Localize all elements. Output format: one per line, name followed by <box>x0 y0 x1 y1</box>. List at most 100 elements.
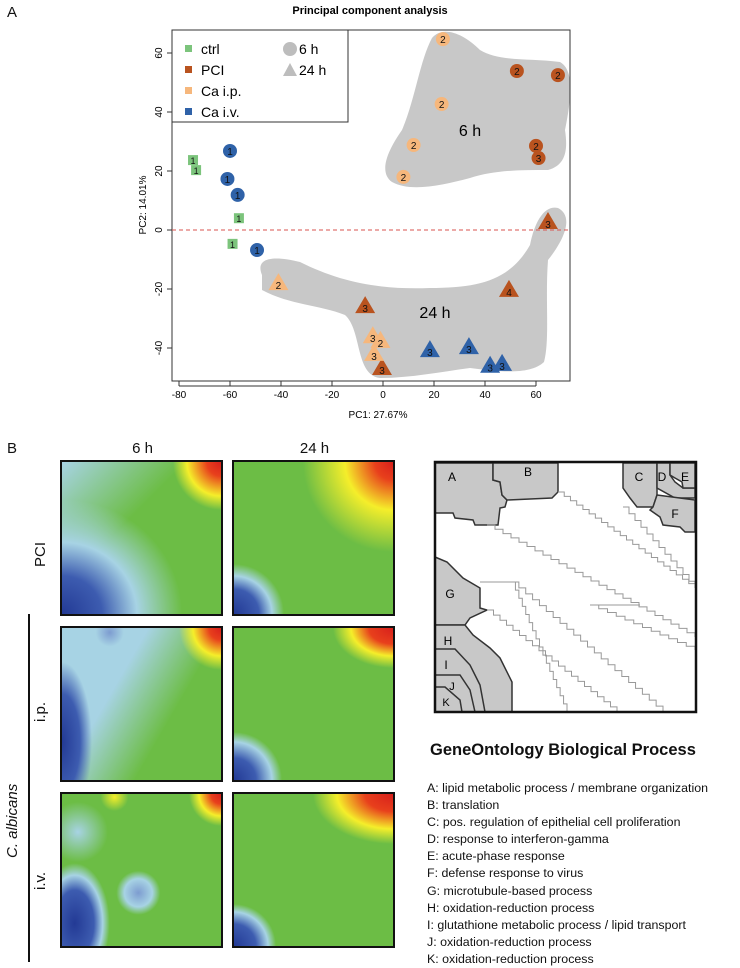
point-label: 3 <box>370 334 376 345</box>
go-region-label: A <box>448 470 456 484</box>
point-marker <box>355 296 376 314</box>
point-marker <box>396 169 411 184</box>
go-region-label: D <box>658 470 667 484</box>
data-point: 1 <box>191 165 202 176</box>
point-label: 1 <box>254 246 260 257</box>
point-label: 2 <box>440 35 446 46</box>
data-point: 3 <box>371 358 392 377</box>
x-tick-label: -80 <box>172 390 187 401</box>
data-point: 1 <box>223 143 237 158</box>
x-tick-label: 60 <box>530 390 542 401</box>
legend-swatch <box>185 45 192 52</box>
point-label: 2 <box>439 100 445 111</box>
legend-entry: ctrl <box>201 41 220 57</box>
point-marker <box>220 171 235 186</box>
go-legend-item: B: translation <box>427 798 500 813</box>
y-tick-label: 0 <box>154 227 165 233</box>
x-tick-label: 20 <box>428 390 440 401</box>
data-point: 2 <box>529 138 543 153</box>
point-label: 1 <box>230 240 235 250</box>
go-region-i <box>435 648 486 713</box>
point-marker <box>364 343 385 361</box>
data-point: 3 <box>537 212 558 231</box>
go-legend-item: H: oxidation-reduction process <box>427 900 595 915</box>
point-marker <box>419 340 440 358</box>
go-legend-item: K: oxidation-reduction process <box>427 951 594 966</box>
point-label: 1 <box>227 147 233 158</box>
y-tick-label: 60 <box>154 47 165 59</box>
legend-shape-24h: 24 h <box>299 62 326 78</box>
y-tick-label: 40 <box>154 106 165 118</box>
column-label-24h: 24 h <box>299 440 330 457</box>
point-marker <box>434 97 449 112</box>
point-label: 1 <box>225 175 231 186</box>
point-marker <box>406 138 421 153</box>
legend-entry: Ca i.v. <box>201 104 240 120</box>
go-region-label: G <box>445 587 454 601</box>
point-marker <box>529 138 543 153</box>
data-point: 2 <box>406 138 421 153</box>
point-marker <box>435 32 450 47</box>
x-axis-label: PC1: 27.67% <box>349 410 408 421</box>
data-point: 2 <box>509 63 524 78</box>
data-point: 2 <box>434 97 449 112</box>
go-region-j <box>435 674 476 713</box>
cluster-6h-hull <box>385 31 571 188</box>
go-legend-item: D: response to interferon-gamma <box>427 832 609 847</box>
point-marker <box>188 155 199 166</box>
y-tick-label: -40 <box>154 340 165 355</box>
heatmap-iv-24h <box>232 792 395 948</box>
legend: ctrl PCI Ca i.p. Ca i.v. 6 h 24 h <box>171 29 349 123</box>
point-label: 3 <box>466 345 472 356</box>
plot-frame <box>171 29 571 382</box>
data-point: 1 <box>250 243 265 258</box>
legend-triangle-icon <box>283 63 297 76</box>
point-marker <box>233 213 244 224</box>
legend-swatch <box>185 87 192 94</box>
go-region-label: K <box>442 697 450 709</box>
cluster-24h-hull <box>260 207 567 378</box>
point-marker <box>458 337 479 355</box>
y-tick-label: -20 <box>154 281 165 296</box>
legend-circle-icon <box>283 42 297 56</box>
go-region-label: J <box>449 681 455 693</box>
point-label: 3 <box>371 352 377 363</box>
data-point: 1 <box>233 213 244 224</box>
x-tick-label: -60 <box>223 390 238 401</box>
point-marker <box>223 143 237 158</box>
point-label: 3 <box>379 366 385 377</box>
point-label: 1 <box>194 166 199 176</box>
go-region-g <box>434 555 490 626</box>
cluster-24h-label: 24 h <box>419 305 450 322</box>
go-region-label: F <box>671 507 678 521</box>
x-tick-label: 0 <box>380 390 386 401</box>
data-point: 2 <box>550 68 565 83</box>
point-marker <box>230 187 245 202</box>
go-legend-item: A: lipid metabolic process / membrane or… <box>427 781 708 795</box>
point-marker <box>498 279 519 297</box>
data-point: 2 <box>268 273 289 292</box>
data-point: 2 <box>396 169 411 184</box>
data-point: 3 <box>492 353 513 373</box>
point-label: 2 <box>411 141 417 152</box>
point-marker <box>550 68 565 83</box>
point-marker <box>370 330 391 348</box>
go-boundary-line <box>623 506 696 588</box>
legend-swatch <box>185 66 192 73</box>
point-marker <box>492 353 513 371</box>
row-label-iv: i.v. <box>32 871 49 890</box>
point-label: 1 <box>236 214 241 224</box>
legend-shape-6h: 6 h <box>299 41 318 57</box>
go-boundary-line <box>558 491 696 588</box>
point-marker <box>509 63 524 78</box>
point-label: 2 <box>514 67 520 78</box>
go-boundary-line <box>512 581 664 712</box>
data-point: 2 <box>435 32 450 47</box>
point-label: 3 <box>545 220 551 231</box>
x-tick-label: -20 <box>325 390 340 401</box>
point-label: 3 <box>487 364 493 375</box>
go-legend-item: C: pos. regulation of epithelial cell pr… <box>427 815 681 830</box>
data-point: 3 <box>458 337 479 356</box>
point-label: 3 <box>427 348 433 359</box>
